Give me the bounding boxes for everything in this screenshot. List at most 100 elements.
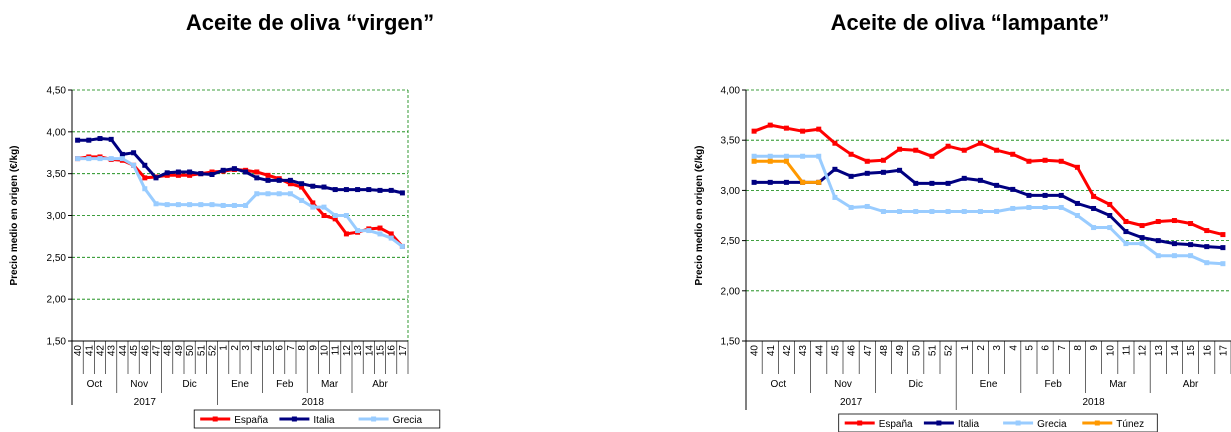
lampante-data-point xyxy=(977,208,983,214)
lampante-data-point xyxy=(1139,223,1145,229)
lampante-data-point xyxy=(977,177,983,183)
lampante-data-point xyxy=(1010,151,1016,157)
lampante-data-point xyxy=(1091,193,1097,199)
virgen-data-point xyxy=(310,200,316,206)
lampante-data-point xyxy=(1171,241,1177,247)
virgen-y-axis-title: Precio medio en origen (€/kg) xyxy=(9,145,20,285)
lampante-data-point xyxy=(800,153,806,159)
virgen-week-label: 10 xyxy=(320,345,331,357)
lampante-week-label: 49 xyxy=(895,345,906,357)
lampante-data-point xyxy=(1139,241,1145,247)
virgen-week-label: 9 xyxy=(308,345,319,351)
lampante-month-label: Nov xyxy=(834,379,852,390)
lampante-data-point xyxy=(880,169,886,175)
virgen-data-point xyxy=(299,197,305,203)
virgen-series-grecia xyxy=(75,156,405,249)
lampante-week-label: 40 xyxy=(750,345,761,357)
virgen-data-point xyxy=(187,202,193,208)
lampante-data-point xyxy=(816,153,822,159)
lampante-data-point xyxy=(1010,186,1016,192)
virgen-data-point xyxy=(75,156,81,162)
lampante-y-tick-label: 2,00 xyxy=(721,286,741,297)
virgen-data-point xyxy=(265,191,271,197)
lampante-data-point xyxy=(961,147,967,153)
virgen-data-point xyxy=(142,186,148,192)
virgen-data-point xyxy=(343,231,349,237)
lampante-data-point xyxy=(1188,221,1194,227)
lampante-data-point xyxy=(1107,201,1113,207)
lampante-data-point xyxy=(1155,253,1161,259)
virgen-legend-marker xyxy=(212,416,218,422)
virgen-y-tick-label: 4,00 xyxy=(47,127,67,138)
lampante-data-point xyxy=(751,153,757,159)
virgen-data-point xyxy=(321,213,327,218)
lampante-week-label: 15 xyxy=(1186,345,1197,357)
lampante-data-point xyxy=(767,153,773,159)
virgen-data-point xyxy=(287,191,293,197)
virgen-week-label: 8 xyxy=(297,345,308,351)
virgen-legend-marker xyxy=(371,416,377,422)
lampante-data-point xyxy=(751,179,757,185)
virgen-data-point xyxy=(243,169,249,175)
virgen-month-label: Nov xyxy=(130,379,148,390)
lampante-y-tick-label: 3,00 xyxy=(721,186,741,197)
virgen-data-point xyxy=(299,181,305,187)
lampante-week-label: 2 xyxy=(976,345,987,351)
lampante-legend-marker xyxy=(936,420,942,426)
lampante-month-label: Abr xyxy=(1183,379,1199,390)
lampante-week-label: 10 xyxy=(1105,345,1116,357)
virgen-data-point xyxy=(243,202,249,208)
lampante-week-label: 7 xyxy=(1057,345,1068,351)
virgen-week-label: 43 xyxy=(107,345,118,357)
virgen-data-point xyxy=(343,187,349,193)
lampante-week-label: 9 xyxy=(1089,345,1100,351)
virgen-data-point xyxy=(332,216,338,222)
lampante-week-label: 5 xyxy=(1024,345,1035,351)
lampante-data-point xyxy=(1026,192,1032,198)
virgen-year-label: 2017 xyxy=(134,397,157,408)
virgen-week-label: 16 xyxy=(387,345,398,357)
lampante-data-point xyxy=(1123,219,1129,225)
virgen-data-point xyxy=(355,187,361,193)
lampante-month-label: Ene xyxy=(980,379,998,390)
virgen-data-point xyxy=(142,162,148,168)
virgen-data-point xyxy=(209,172,215,178)
lampante-data-point xyxy=(848,204,854,210)
lampante-legend-label: Italia xyxy=(958,419,980,430)
lampante-data-point xyxy=(1220,245,1226,251)
virgen-week-label: 17 xyxy=(398,345,409,357)
lampante-series-españa xyxy=(751,122,1226,238)
virgen-y-tick-label: 4,50 xyxy=(47,86,67,97)
lampante-series-line xyxy=(754,167,1223,250)
lampante-data-point xyxy=(897,167,903,173)
virgen-legend-label: Grecia xyxy=(393,415,423,426)
virgen-legend-label: España xyxy=(234,415,268,426)
lampante-week-label: 50 xyxy=(911,345,922,357)
virgen-week-label: 1 xyxy=(219,345,230,351)
lampante-data-point xyxy=(929,208,935,214)
lampante-week-label: 46 xyxy=(847,345,858,357)
lampante-data-point xyxy=(977,140,983,146)
lampante-data-point xyxy=(1026,204,1032,210)
lampante-data-point xyxy=(783,153,789,159)
lampante-data-point xyxy=(1091,205,1097,211)
lampante-week-label: 42 xyxy=(782,345,793,357)
lampante-data-point xyxy=(1042,157,1048,163)
virgen-data-point xyxy=(153,201,159,207)
virgen-data-point xyxy=(75,137,81,143)
lampante-data-point xyxy=(1107,225,1113,231)
lampante-data-point xyxy=(1123,241,1129,247)
lampante-data-point xyxy=(864,203,870,209)
virgen-data-point xyxy=(131,150,137,156)
lampante-data-point xyxy=(1091,225,1097,231)
lampante-data-point xyxy=(929,153,935,159)
lampante-week-label: 48 xyxy=(879,345,890,357)
lampante-week-label: 52 xyxy=(944,345,955,357)
lampante-data-point xyxy=(751,158,757,164)
lampante-data-point xyxy=(767,179,773,185)
lampante-data-point xyxy=(783,125,789,131)
lampante-data-point xyxy=(897,146,903,152)
lampante-y-tick-label: 3,50 xyxy=(721,136,741,147)
